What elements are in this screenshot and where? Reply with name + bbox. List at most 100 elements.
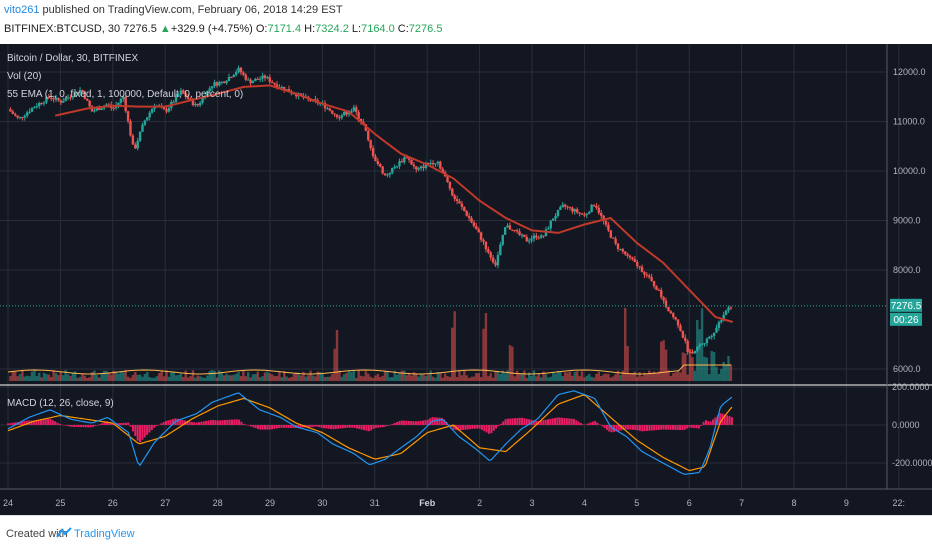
- macd-hist-bar: [716, 415, 719, 425]
- macd-hist-bar: [266, 425, 269, 430]
- open-label: O:: [255, 23, 268, 35]
- candle-body: [434, 163, 437, 165]
- candle-body: [107, 104, 111, 106]
- volume-bar: [237, 372, 240, 381]
- volume-bar: [648, 370, 651, 381]
- volume-bar: [400, 370, 404, 381]
- candle-body: [146, 117, 149, 121]
- volume-bar: [573, 371, 576, 381]
- volume-bar: [563, 372, 567, 381]
- macd-hist-bar: [436, 417, 439, 425]
- macd-hist-bar: [587, 423, 590, 425]
- volume-bar: [290, 377, 293, 381]
- macd-hist-bar: [372, 425, 375, 429]
- time-tick-label: 28: [213, 498, 223, 508]
- volume-bar: [616, 370, 620, 381]
- volume-bar: [251, 374, 255, 381]
- volume-bar: [367, 373, 370, 381]
- candle-body: [52, 98, 55, 100]
- volume-bar: [626, 346, 629, 381]
- tradingview-logo-icon[interactable]: [56, 526, 72, 540]
- candle-body: [64, 98, 67, 102]
- candle-body: [393, 166, 396, 168]
- candle-body: [412, 164, 416, 167]
- macd-hist-bar: [407, 420, 410, 425]
- macd-hist-bar: [351, 425, 354, 428]
- volume-bar: [684, 353, 687, 381]
- macd-hist-bar: [636, 425, 639, 431]
- volume-bar: [636, 376, 639, 381]
- chart-svg[interactable]: 12000.011000.010000.09000.08000.06000.0 …: [0, 44, 932, 515]
- candle-body: [198, 102, 202, 106]
- volume-bar: [347, 371, 351, 381]
- macd-hist-bar: [315, 425, 318, 427]
- candle-body: [470, 217, 473, 223]
- volume-bar: [179, 373, 183, 381]
- volume-bar: [571, 375, 574, 381]
- volume-bar: [484, 313, 488, 381]
- candle-body: [482, 239, 485, 242]
- volume-bar: [383, 370, 387, 381]
- volume-bar: [50, 376, 53, 381]
- macd-hist-bar: [662, 425, 665, 430]
- macd-hist-bar: [259, 425, 262, 430]
- candle-body: [575, 209, 579, 213]
- candle-body: [347, 112, 351, 115]
- macd-hist-bar: [186, 420, 189, 425]
- volume-bar: [487, 376, 490, 381]
- macd-hist-bar: [429, 418, 432, 425]
- candle-body: [78, 89, 82, 93]
- macd-hist-bar: [523, 418, 526, 425]
- macd-hist-bar: [676, 425, 679, 430]
- macd-hist-bar: [542, 420, 545, 425]
- macd-hist-bar: [42, 419, 45, 425]
- volume-bar: [499, 373, 502, 381]
- volume-bar: [542, 371, 545, 381]
- volume-bar: [134, 372, 137, 381]
- volume-bar: [45, 374, 48, 381]
- author-link[interactable]: vito261: [4, 4, 40, 16]
- macd-hist-bar: [584, 424, 587, 425]
- candle-body: [597, 207, 601, 213]
- candle-body: [391, 167, 394, 173]
- candle-body: [487, 249, 490, 253]
- candle-body: [511, 229, 514, 231]
- chart-area[interactable]: 12000.0 11000.0 10000.0 9000.0 8000.0 6000.0 …: [0, 44, 932, 515]
- macd-hist-bar: [87, 425, 90, 428]
- macd-hist-bar: [278, 425, 281, 428]
- volume-bar: [213, 370, 216, 381]
- candle-body: [141, 124, 144, 132]
- macd-hist-bar: [476, 425, 479, 429]
- volume-bar: [539, 377, 543, 381]
- macd-hist-bar: [89, 425, 92, 428]
- volume-bar: [520, 373, 524, 381]
- candle-body: [179, 90, 183, 95]
- volume-bar: [595, 373, 598, 381]
- candle-body: [563, 204, 567, 207]
- candle-body: [427, 163, 430, 165]
- volume-bar: [201, 377, 204, 381]
- tradingview-link[interactable]: TradingView: [74, 528, 135, 540]
- macd-hist-bar: [561, 417, 564, 425]
- candle-body: [710, 335, 713, 337]
- candle-body: [124, 96, 127, 112]
- candle-body: [282, 86, 286, 91]
- volume-bar: [100, 373, 103, 381]
- macd-hist-bar: [396, 422, 399, 425]
- macd-hist-bar: [419, 420, 422, 425]
- macd-hist-bar: [202, 421, 205, 425]
- macd-hist-bar: [247, 425, 250, 426]
- candle-body: [491, 257, 495, 263]
- ema-55-line: [54, 84, 733, 323]
- macd-hist-bar: [469, 425, 472, 430]
- macd-hist-bar: [471, 425, 474, 429]
- candle-body: [657, 289, 661, 291]
- macd-hist-bar: [271, 425, 274, 430]
- candle-body: [254, 78, 257, 82]
- candle-body: [463, 207, 466, 212]
- candle-body: [16, 115, 19, 118]
- candle-body: [429, 162, 432, 164]
- volume-bar: [54, 372, 58, 381]
- macd-hist-bar: [393, 422, 396, 425]
- candle-body: [633, 259, 637, 262]
